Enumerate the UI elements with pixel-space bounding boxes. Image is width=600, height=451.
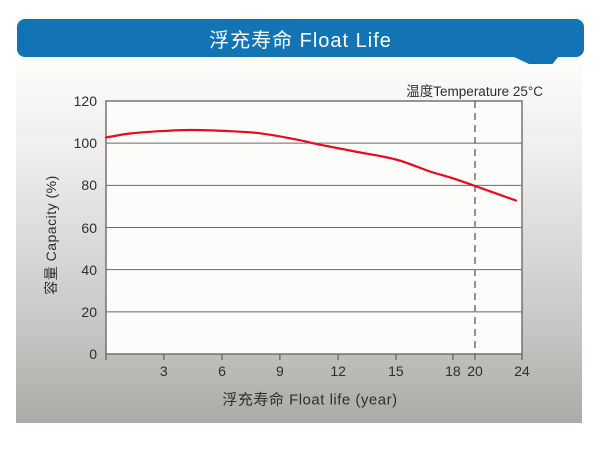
x-tick-label-3: 3: [159, 363, 168, 379]
x-tick-label-20: 20: [467, 363, 483, 379]
title-banner: 浮充寿命 Float Life: [17, 19, 584, 57]
page-title: 浮充寿命 Float Life: [209, 29, 392, 52]
y-tick-label-20: 20: [81, 303, 97, 320]
y-tick-label-120: 120: [73, 93, 97, 109]
x-axis-title: 浮充寿命 Float life (year): [222, 391, 398, 409]
temperature-annotation: 温度Temperature 25°C: [406, 84, 543, 99]
capacity-curve: [104, 128, 518, 202]
y-axis-title: 容量 Capacity (%): [43, 175, 59, 295]
y-tick-label-40: 40: [81, 261, 97, 278]
plot-border: [105, 100, 523, 355]
y-tick-label-100: 100: [73, 135, 97, 152]
x-tick-label-24: 24: [514, 363, 530, 379]
plot-area: [104, 100, 523, 362]
x-tick-label-15: 15: [388, 363, 404, 379]
y-tick-label-80: 80: [81, 177, 97, 194]
x-tick-label-18: 18: [445, 363, 461, 379]
x-tick-label-9: 9: [275, 363, 284, 379]
x-tick-label-6: 6: [218, 363, 226, 379]
x-tick-label-12: 12: [330, 363, 346, 379]
y-tick-label-60: 60: [81, 219, 97, 236]
y-tick-label-0: 0: [89, 346, 97, 362]
